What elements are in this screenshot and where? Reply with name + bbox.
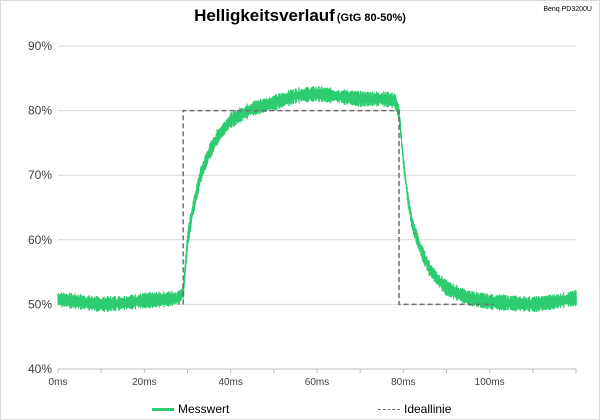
x-tick-label: 60ms xyxy=(305,377,329,388)
x-tick-label: 40ms xyxy=(218,377,242,388)
y-tick-label: 60% xyxy=(28,233,52,247)
series-messwert-line xyxy=(57,86,577,313)
x-tick-label: 100ms xyxy=(475,377,505,388)
y-tick-label: 70% xyxy=(28,168,52,182)
legend-label-ideallinie: Ideallinie xyxy=(404,402,452,416)
chart-title-main: Helligkeitsverlauf xyxy=(194,6,335,25)
y-tick-label: 80% xyxy=(28,104,52,118)
chart-subtitle: (GtG 80-50%) xyxy=(336,12,406,24)
legend-label-messwert: Messwert xyxy=(178,402,230,416)
legend-swatch-messwert xyxy=(152,407,174,411)
y-tick-label: 50% xyxy=(28,297,52,311)
y-tick-label: 90% xyxy=(28,39,52,53)
legend-item-messwert: Messwert xyxy=(152,402,229,416)
y-tick-label: 40% xyxy=(28,362,52,376)
series-ideallinie-line xyxy=(182,109,494,306)
legend-item-ideallinie: Ideallinie xyxy=(378,402,451,416)
x-tick-label: 0ms xyxy=(49,377,68,388)
chart-title: Helligkeitsverlauf (GtG 80-50%) xyxy=(0,6,600,26)
legend-swatch-ideallinie xyxy=(378,408,400,410)
x-tick-label: 80ms xyxy=(391,377,415,388)
legend: Messwert Ideallinie xyxy=(0,402,600,416)
model-label: Benq PD3200U xyxy=(543,6,592,13)
x-tick-label: 20ms xyxy=(132,377,156,388)
